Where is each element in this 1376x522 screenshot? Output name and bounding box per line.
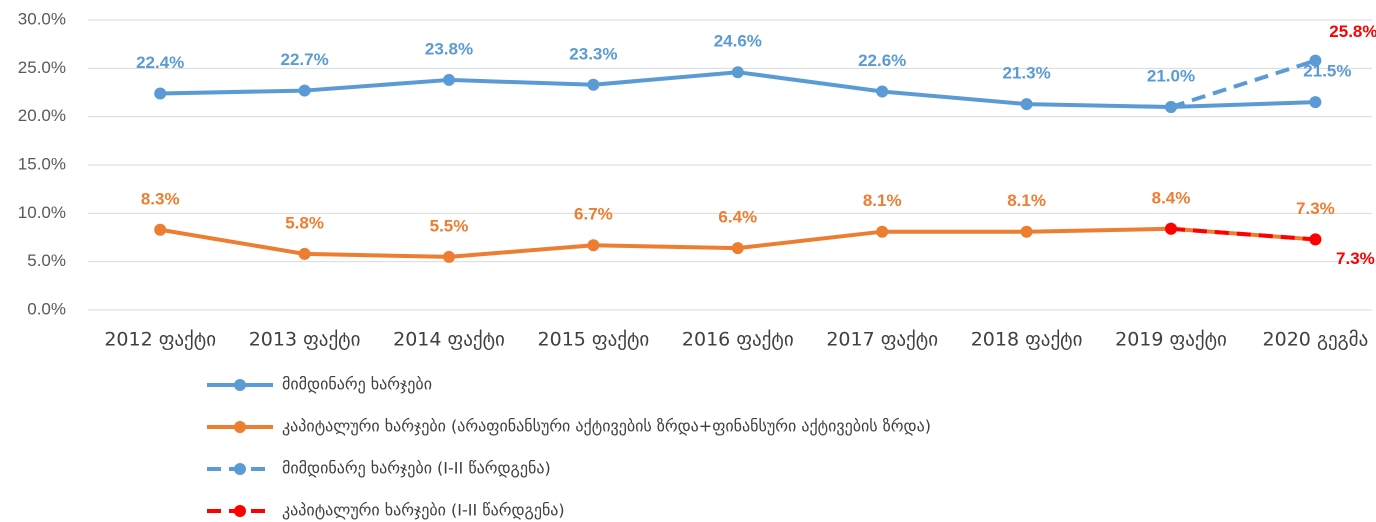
marker — [154, 87, 167, 100]
x-tick-label: 2014 ფაქტი — [393, 329, 505, 351]
marker — [443, 73, 455, 86]
legend-marker — [234, 379, 246, 391]
x-tick-label: 2018 ფაქტი — [971, 329, 1083, 351]
data-label: 8.4% — [1152, 188, 1191, 207]
marker — [1020, 225, 1033, 238]
marker — [1165, 222, 1177, 235]
data-label: 22.7% — [280, 50, 328, 69]
marker — [731, 242, 744, 255]
legend-label: მიმდინარე ხარჯები — [282, 375, 432, 394]
y-tick-label: 0.0% — [27, 299, 66, 318]
series-line — [1170, 58, 1317, 109]
data-label: 6.4% — [718, 208, 757, 227]
marker — [587, 78, 600, 91]
data-label: 5.5% — [430, 216, 469, 235]
data-label: 5.8% — [285, 213, 324, 232]
legend-label: მიმდინარე ხარჯები (I-II წარდგენა) — [282, 459, 551, 478]
data-label: 8.3% — [141, 189, 180, 208]
data-label: 21.5% — [1303, 62, 1351, 81]
y-tick-label: 15.0% — [18, 154, 66, 173]
x-tick-label: 2012 ფაქტი — [104, 329, 216, 351]
marker — [1020, 98, 1033, 111]
data-label: 22.6% — [858, 51, 906, 70]
legend-label: კაპიტალური ხარჯები (არაფინანსური აქტივებ… — [282, 417, 931, 436]
series-line — [1170, 226, 1316, 242]
x-tick-label: 2013 ფაქტი — [249, 329, 361, 351]
x-tick-label: 2020 გეგმა — [1263, 329, 1369, 351]
marker — [1165, 101, 1177, 113]
data-label: 7.3% — [1296, 199, 1335, 218]
data-label: 25.8% — [1329, 22, 1376, 41]
marker — [731, 66, 744, 79]
data-label: 6.7% — [574, 205, 613, 224]
marker — [876, 85, 889, 98]
y-tick-label: 10.0% — [18, 203, 66, 222]
legend-marker — [234, 463, 246, 475]
data-label: 8.1% — [863, 191, 902, 210]
x-tick-label: 2015 ფაქტი — [538, 329, 650, 351]
marker — [1309, 96, 1322, 109]
data-label: 23.8% — [425, 39, 473, 58]
legend-marker — [234, 505, 246, 517]
data-label: 21.3% — [1002, 64, 1050, 83]
x-tick-label: 2016 ფაქტი — [682, 329, 794, 351]
marker — [876, 225, 889, 238]
marker — [154, 223, 167, 236]
marker — [298, 84, 311, 97]
data-label: 23.3% — [569, 44, 617, 63]
data-label: 7.3% — [1336, 249, 1375, 268]
y-tick-label: 20.0% — [18, 106, 66, 125]
marker — [1309, 233, 1322, 246]
data-label: 21.0% — [1147, 66, 1195, 85]
marker — [443, 250, 455, 263]
y-tick-label: 30.0% — [18, 9, 66, 28]
marker — [587, 239, 600, 252]
data-label: 22.4% — [136, 53, 184, 72]
x-tick-label: 2017 ფაქტი — [826, 329, 938, 351]
marker — [298, 247, 311, 260]
y-tick-label: 25.0% — [18, 58, 66, 77]
marker — [1309, 54, 1322, 67]
legend-marker — [234, 421, 246, 433]
data-label: 24.6% — [714, 32, 762, 51]
y-tick-label: 5.0% — [27, 251, 66, 270]
data-label: 8.1% — [1007, 191, 1046, 210]
x-tick-label: 2019 ფაქტი — [1115, 329, 1227, 351]
legend-label: კაპიტალური ხარჯები (I-II წარდგენა) — [282, 501, 565, 520]
